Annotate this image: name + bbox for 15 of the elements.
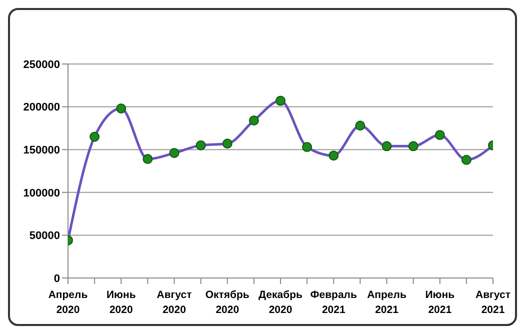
y-tick-label: 50000 [29,230,60,242]
x-tick-label: Июнь 2020 [106,289,136,316]
y-tick-label: 200000 [23,102,60,114]
x-tick-label: Декабрь 2020 [258,289,303,316]
y-tick-label: 250000 [23,58,60,71]
x-tick-label: Август 2021 [476,289,510,316]
x-tick-label: Август 2020 [156,289,192,316]
y-tick-label: 150000 [23,144,60,157]
y-tick-label: 0 [54,272,60,285]
x-tick-label: Февраль 2021 [310,289,358,316]
y-tick-label: 100000 [23,187,60,200]
x-tick-label: Апрель 2021 [367,289,407,316]
x-tick-label: Апрель 2020 [48,289,88,316]
x-tick-label: Июнь 2021 [425,289,456,316]
x-tick-label: Октябрь 2020 [205,289,250,316]
